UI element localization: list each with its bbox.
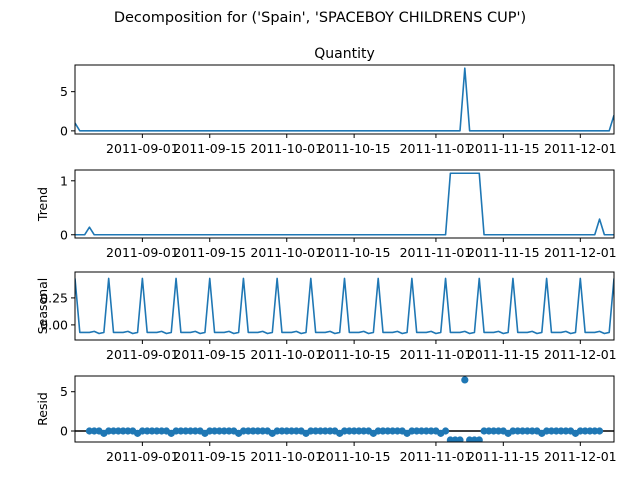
x-tick-label: 2011-12-01 <box>544 347 617 362</box>
x-tick-label: 2011-11-15 <box>467 347 540 362</box>
x-tick-label: 2011-09-01 <box>106 449 179 464</box>
y-tick-label: 1 <box>60 173 68 188</box>
resid-point <box>461 376 469 384</box>
x-tick-label: 2011-12-01 <box>544 245 617 260</box>
x-tick-label: 2011-09-01 <box>106 347 179 362</box>
y-axis-label: Seasonal <box>35 278 50 335</box>
y-axis-label: Trend <box>35 187 50 222</box>
y-tick-label: 0 <box>60 424 68 439</box>
y-tick-label: 0.00 <box>40 317 68 332</box>
resid-point <box>456 436 464 442</box>
y-tick-label: 0 <box>60 227 68 242</box>
x-tick-label: 2011-10-01 <box>250 347 323 362</box>
resid-point <box>441 427 450 435</box>
resid-point <box>475 436 483 442</box>
figure-suptitle: Decomposition for ('Spain', 'SPACEBOY CH… <box>114 10 526 26</box>
x-tick-label: 2011-11-01 <box>400 347 473 362</box>
x-tick-label: 2011-10-01 <box>250 449 323 464</box>
seasonal-series-line <box>75 277 614 335</box>
x-tick-label: 2011-11-15 <box>467 449 540 464</box>
x-tick-label: 2011-11-01 <box>400 141 473 156</box>
x-tick-label: 2011-09-15 <box>173 449 246 464</box>
x-tick-label: 2011-11-01 <box>400 449 473 464</box>
x-tick-label: 2011-10-01 <box>250 141 323 156</box>
x-tick-label: 2011-10-15 <box>318 347 391 362</box>
quantity-series-line <box>75 67 614 132</box>
y-tick-label: 5 <box>60 84 68 99</box>
x-tick-label: 2011-10-15 <box>318 449 391 464</box>
resid-point <box>595 427 604 435</box>
x-tick-label: 2011-10-15 <box>318 245 391 260</box>
x-tick-label: 2011-09-15 <box>173 347 246 362</box>
axes-frame <box>74 169 615 239</box>
x-tick-label: 2011-11-15 <box>467 245 540 260</box>
y-axis-label: Resid <box>35 392 50 426</box>
x-tick-label: 2011-10-01 <box>250 245 323 260</box>
axes-frame <box>74 271 615 341</box>
x-tick-label: 2011-09-15 <box>173 141 246 156</box>
y-tick-label: 0.25 <box>40 290 68 305</box>
x-tick-label: 2011-09-01 <box>106 245 179 260</box>
x-tick-label: 2011-09-01 <box>106 141 179 156</box>
trend-series-line <box>75 172 614 236</box>
x-tick-label: 2011-12-01 <box>544 449 617 464</box>
axes-frame <box>74 375 615 443</box>
axes-frame <box>74 64 615 135</box>
x-tick-label: 2011-10-15 <box>318 141 391 156</box>
x-tick-label: 2011-11-01 <box>400 245 473 260</box>
y-tick-label: 0 <box>60 123 68 138</box>
x-tick-label: 2011-12-01 <box>544 141 617 156</box>
panel-title: Quantity <box>314 46 375 62</box>
x-tick-label: 2011-09-15 <box>173 245 246 260</box>
y-tick-label: 5 <box>60 384 68 399</box>
x-tick-label: 2011-11-15 <box>467 141 540 156</box>
